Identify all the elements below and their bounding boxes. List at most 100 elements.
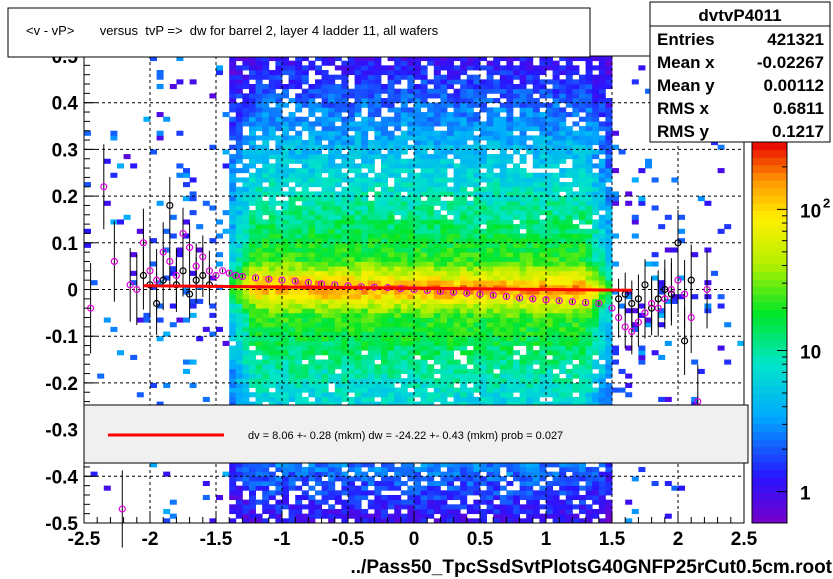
heatmap-cell [249, 140, 256, 146]
heatmap-cell [288, 373, 296, 379]
heatmap-cell [400, 462, 408, 468]
heatmap-cell [321, 331, 329, 337]
heatmap-cell [249, 56, 256, 62]
heatmap-cell [539, 345, 547, 351]
heatmap-cell [394, 518, 402, 524]
heatmap-cell [427, 298, 435, 304]
heatmap-cell [420, 210, 428, 216]
heatmap-cell [552, 303, 560, 309]
heatmap-cell [559, 308, 567, 314]
heatmap-cell [572, 326, 580, 332]
heatmap-cell [328, 84, 336, 90]
heatmap-cell [427, 107, 435, 113]
heatmap-cell [282, 270, 289, 276]
heatmap-cell [506, 466, 514, 473]
heatmap-cell [308, 214, 316, 220]
heatmap-cell [394, 98, 402, 104]
heatmap-cell [249, 252, 256, 258]
heatmap-cell [235, 396, 243, 402]
heatmap-cell [288, 172, 296, 178]
heatmap-cell [486, 79, 494, 85]
heatmap-cell [546, 112, 553, 118]
heatmap-cell [572, 121, 580, 127]
heatmap-cell [268, 116, 276, 122]
heatmap-cell [381, 317, 388, 323]
heatmap-cell [433, 280, 441, 286]
heatmap-cell [499, 518, 507, 524]
heatmap-cell [407, 84, 415, 90]
heatmap-cell [354, 518, 362, 524]
heatmap-cell [367, 308, 375, 314]
heatmap-cell [519, 308, 527, 314]
heatmap-cell [361, 373, 369, 379]
heatmap-cell [440, 219, 448, 225]
heatmap-cell [480, 177, 487, 183]
heatmap-cell [381, 121, 388, 127]
heatmap-cell [552, 205, 560, 211]
heatmap-cell [552, 261, 560, 267]
heatmap-cell [400, 182, 408, 188]
heatmap-cell [407, 471, 415, 477]
heatmap-cell [242, 308, 250, 314]
heatmap-cell [532, 242, 540, 248]
heatmap-cell [559, 518, 567, 524]
heatmap-cell [559, 210, 567, 216]
heatmap-cell [348, 210, 355, 216]
heatmap-cell [341, 480, 349, 487]
heatmap-cell [381, 102, 388, 108]
heatmap-cell [546, 65, 553, 71]
heatmap-cell [559, 214, 567, 220]
heatmap-cell [447, 158, 454, 164]
heatmap-cell [381, 298, 388, 304]
heatmap-cell [242, 336, 250, 342]
heatmap-cell [381, 303, 388, 309]
heatmap-cell [499, 340, 507, 346]
heatmap-cell [414, 56, 421, 62]
heatmap-cell [466, 84, 474, 90]
heatmap-cell [473, 378, 481, 384]
heatmap-cell [414, 112, 421, 118]
heatmap-cell [493, 336, 501, 342]
heatmap-cell [506, 280, 514, 286]
heatmap-cell [414, 401, 421, 407]
heatmap-cell [427, 345, 435, 351]
heatmap-cell [288, 149, 296, 155]
heatmap-cell [361, 200, 369, 206]
heatmap-cell [268, 331, 276, 337]
heatmap-cell [295, 280, 303, 286]
heatmap-cell [466, 121, 474, 127]
heatmap-cell [348, 191, 355, 197]
heatmap-cell [546, 462, 553, 468]
heatmap-cell [295, 364, 303, 370]
heatmap-cell [526, 336, 534, 342]
heatmap-cell [407, 354, 415, 360]
heatmap-cell [354, 317, 362, 323]
heatmap-cell [532, 149, 540, 155]
heatmap-cell [473, 480, 481, 487]
heatmap-cell [473, 252, 481, 258]
heatmap-cell [249, 196, 256, 202]
heatmap-cell [559, 228, 567, 234]
heatmap-cell [361, 102, 369, 108]
heatmap-cell [453, 98, 461, 104]
heatmap-cell [321, 480, 329, 487]
heatmap-cell [473, 485, 481, 491]
heatmap-cell [282, 359, 289, 365]
heatmap-cell [229, 154, 237, 160]
heatmap-cell [400, 247, 408, 253]
heatmap-cell [255, 210, 263, 216]
heatmap-cell [433, 247, 441, 253]
heatmap-cell [572, 476, 580, 482]
heatmap-cell [460, 499, 468, 505]
heatmap-cell [282, 242, 289, 248]
heatmap-cell [387, 84, 395, 90]
heatmap-cell [473, 168, 481, 174]
heatmap-cell [499, 121, 507, 127]
heatmap-cell [282, 485, 289, 491]
heatmap-cell [361, 364, 369, 370]
heatmap-cell [466, 65, 474, 71]
heatmap-cell [334, 191, 342, 197]
heatmap-cell [282, 275, 289, 281]
heatmap-cell [255, 247, 263, 253]
heatmap-cell [262, 382, 270, 388]
